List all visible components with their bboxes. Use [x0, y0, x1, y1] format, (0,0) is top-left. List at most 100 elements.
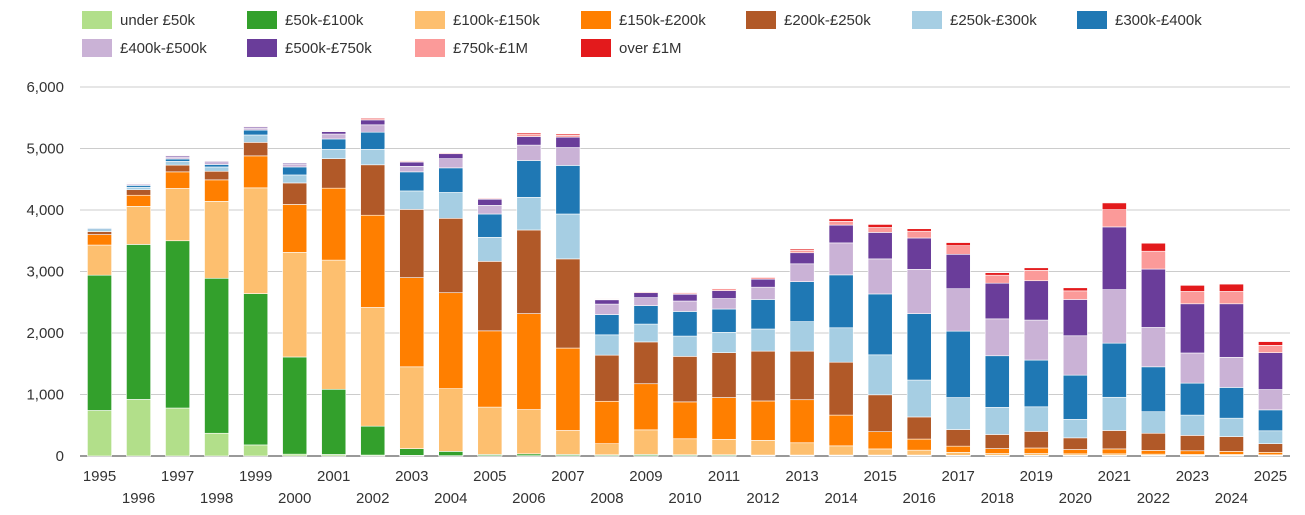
bar-segment[interactable]: [165, 161, 189, 165]
bar-segment[interactable]: [829, 275, 853, 328]
bar-segment[interactable]: [400, 166, 424, 172]
bar-segment[interactable]: [790, 253, 814, 264]
bar-segment[interactable]: [595, 444, 619, 455]
bar-segment[interactable]: [165, 172, 189, 189]
bar-segment[interactable]: [126, 244, 150, 399]
bar-segment[interactable]: [361, 165, 385, 215]
bar-segment[interactable]: [439, 293, 463, 389]
legend-item[interactable]: £250k-£300k: [912, 11, 1037, 29]
bar-segment[interactable]: [478, 199, 502, 205]
bar-segment[interactable]: [985, 275, 1009, 283]
bar-segment[interactable]: [907, 439, 931, 450]
bar-segment[interactable]: [985, 319, 1009, 356]
bar-segment[interactable]: [985, 407, 1009, 434]
bar-segment[interactable]: [205, 278, 229, 433]
bar-segment[interactable]: [712, 332, 736, 352]
bar-segment[interactable]: [829, 221, 853, 225]
bar-segment[interactable]: [1102, 290, 1126, 344]
bar-segment[interactable]: [322, 149, 346, 158]
bar-segment[interactable]: [1180, 285, 1204, 291]
bar-segment[interactable]: [517, 160, 541, 197]
bar-segment[interactable]: [87, 232, 111, 235]
bar-segment[interactable]: [673, 311, 697, 336]
bar-segment[interactable]: [1180, 304, 1204, 353]
bar-segment[interactable]: [595, 300, 619, 304]
bar-segment[interactable]: [946, 289, 970, 331]
bar-segment[interactable]: [1258, 345, 1282, 352]
bar-segment[interactable]: [400, 367, 424, 449]
bar-segment[interactable]: [634, 293, 658, 298]
bar-segment[interactable]: [361, 307, 385, 426]
bar-segment[interactable]: [165, 241, 189, 408]
bar-segment[interactable]: [478, 205, 502, 214]
bar-segment[interactable]: [634, 324, 658, 342]
bar-segment[interactable]: [868, 355, 892, 395]
bar-segment[interactable]: [126, 195, 150, 206]
bar-segment[interactable]: [1063, 438, 1087, 450]
bar-segment[interactable]: [985, 449, 1009, 454]
bar-segment[interactable]: [595, 401, 619, 443]
bar-segment[interactable]: [946, 398, 970, 430]
bar-segment[interactable]: [400, 160, 424, 161]
bar-segment[interactable]: [205, 201, 229, 278]
bar-segment[interactable]: [751, 329, 775, 351]
bar-segment[interactable]: [790, 264, 814, 282]
bar-segment[interactable]: [1219, 284, 1243, 291]
bar-segment[interactable]: [322, 139, 346, 149]
legend-item[interactable]: £500k-£750k: [247, 39, 372, 57]
bar-segment[interactable]: [283, 204, 307, 252]
bar-segment[interactable]: [517, 145, 541, 160]
bar-segment[interactable]: [634, 384, 658, 430]
bar-segment[interactable]: [1102, 203, 1126, 210]
bar-segment[interactable]: [244, 142, 268, 156]
bar-segment[interactable]: [985, 273, 1009, 275]
bar-segment[interactable]: [87, 410, 111, 456]
bar-segment[interactable]: [478, 237, 502, 261]
bar-segment[interactable]: [244, 188, 268, 294]
bar-segment[interactable]: [439, 168, 463, 193]
bar-segment[interactable]: [673, 294, 697, 301]
bar-segment[interactable]: [790, 282, 814, 322]
bar-segment[interactable]: [751, 287, 775, 299]
bar-segment[interactable]: [87, 235, 111, 245]
bar-segment[interactable]: [439, 451, 463, 455]
bar-segment[interactable]: [1180, 353, 1204, 383]
bar-segment[interactable]: [1024, 268, 1048, 270]
bar-segment[interactable]: [907, 231, 931, 238]
bar-segment[interactable]: [556, 148, 580, 166]
bar-segment[interactable]: [1024, 407, 1048, 432]
bar-segment[interactable]: [556, 259, 580, 348]
bar-segment[interactable]: [1063, 336, 1087, 375]
bar-segment[interactable]: [1063, 375, 1087, 419]
bar-segment[interactable]: [946, 452, 970, 455]
bar-segment[interactable]: [400, 172, 424, 191]
bar-segment[interactable]: [946, 254, 970, 288]
bar-segment[interactable]: [751, 401, 775, 440]
bar-segment[interactable]: [478, 198, 502, 199]
bar-segment[interactable]: [829, 446, 853, 455]
bar-segment[interactable]: [361, 132, 385, 149]
bar-segment[interactable]: [829, 219, 853, 221]
legend[interactable]: under £50k£50k-£100k£100k-£150k£150k-£20…: [82, 11, 1202, 57]
bar-segment[interactable]: [634, 291, 658, 292]
bar-segment[interactable]: [556, 137, 580, 147]
bar-segment[interactable]: [165, 188, 189, 240]
bar-segment[interactable]: [87, 275, 111, 410]
bar-segment[interactable]: [400, 191, 424, 209]
bar-segment[interactable]: [361, 426, 385, 455]
bar-segment[interactable]: [556, 214, 580, 259]
bar-segment[interactable]: [634, 306, 658, 324]
bar-segment[interactable]: [1258, 353, 1282, 390]
bar-segment[interactable]: [790, 322, 814, 352]
bar-segment[interactable]: [1180, 435, 1204, 450]
bar-segment[interactable]: [165, 408, 189, 456]
bar-segment[interactable]: [1219, 387, 1243, 418]
legend-item[interactable]: £300k-£400k: [1077, 11, 1202, 29]
bar-segment[interactable]: [244, 445, 268, 456]
bar-segment[interactable]: [868, 259, 892, 294]
bar-segment[interactable]: [1258, 410, 1282, 431]
bar-segment[interactable]: [1102, 397, 1126, 430]
bar-segment[interactable]: [946, 430, 970, 447]
bar-segment[interactable]: [1180, 451, 1204, 455]
bar-segment[interactable]: [790, 443, 814, 455]
